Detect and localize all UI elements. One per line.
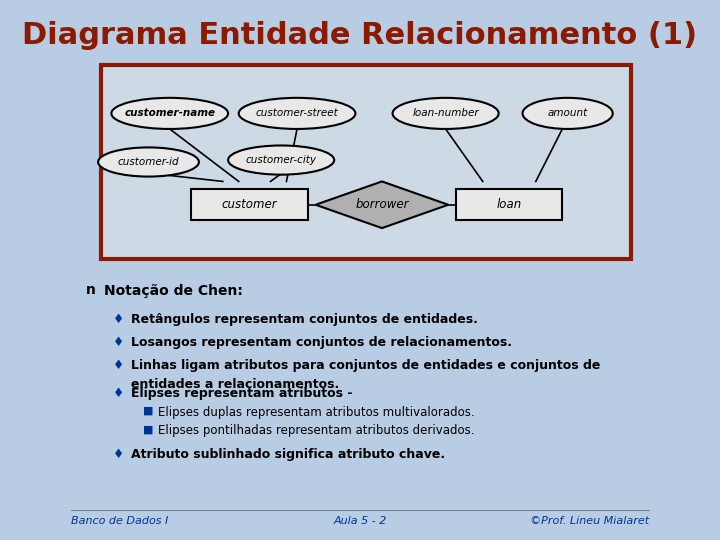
Text: amount: amount bbox=[547, 109, 588, 118]
Text: Linhas ligam atributos para conjuntos de entidades e conjuntos de: Linhas ligam atributos para conjuntos de… bbox=[131, 359, 600, 372]
FancyBboxPatch shape bbox=[191, 189, 307, 220]
Text: n: n bbox=[86, 284, 96, 298]
Polygon shape bbox=[315, 181, 449, 228]
Text: borrower: borrower bbox=[355, 198, 409, 211]
Text: ♦: ♦ bbox=[113, 336, 124, 349]
Text: ♦: ♦ bbox=[113, 448, 124, 461]
Ellipse shape bbox=[239, 98, 356, 129]
Text: Aula 5 - 2: Aula 5 - 2 bbox=[333, 516, 387, 526]
Text: ■: ■ bbox=[143, 406, 153, 416]
Text: customer: customer bbox=[222, 198, 277, 211]
Text: Elipses pontilhadas representam atributos derivados.: Elipses pontilhadas representam atributo… bbox=[158, 424, 474, 437]
Text: customer-name: customer-name bbox=[125, 109, 215, 118]
FancyBboxPatch shape bbox=[101, 65, 631, 259]
Ellipse shape bbox=[228, 145, 334, 174]
Text: ♦: ♦ bbox=[113, 359, 124, 372]
Text: Elipses representam atributos -: Elipses representam atributos - bbox=[131, 387, 352, 400]
Text: ♦: ♦ bbox=[113, 387, 124, 400]
Text: ©Prof. Lineu Mialaret: ©Prof. Lineu Mialaret bbox=[530, 516, 649, 526]
Text: ■: ■ bbox=[143, 424, 153, 435]
Text: Losangos representam conjuntos de relacionamentos.: Losangos representam conjuntos de relaci… bbox=[131, 336, 512, 349]
Text: Notação de Chen:: Notação de Chen: bbox=[104, 284, 243, 298]
Ellipse shape bbox=[523, 98, 613, 129]
Text: entidades a relacionamentos.: entidades a relacionamentos. bbox=[131, 378, 339, 391]
Text: customer-city: customer-city bbox=[246, 155, 317, 165]
Ellipse shape bbox=[392, 98, 499, 129]
Text: Elipses duplas representam atributos multivalorados.: Elipses duplas representam atributos mul… bbox=[158, 406, 474, 419]
FancyBboxPatch shape bbox=[456, 189, 562, 220]
Ellipse shape bbox=[98, 147, 199, 177]
Text: Banco de Dados I: Banco de Dados I bbox=[71, 516, 168, 526]
Text: Retângulos representam conjuntos de entidades.: Retângulos representam conjuntos de enti… bbox=[131, 313, 478, 326]
Text: loan-number: loan-number bbox=[413, 109, 479, 118]
Text: Atributo sublinhado significa atributo chave.: Atributo sublinhado significa atributo c… bbox=[131, 448, 445, 461]
Ellipse shape bbox=[112, 98, 228, 129]
Text: loan: loan bbox=[497, 198, 522, 211]
Text: customer-id: customer-id bbox=[117, 157, 179, 167]
Text: Diagrama Entidade Relacionamento (1): Diagrama Entidade Relacionamento (1) bbox=[22, 21, 698, 50]
Text: ♦: ♦ bbox=[113, 313, 124, 326]
Text: customer-street: customer-street bbox=[256, 109, 338, 118]
